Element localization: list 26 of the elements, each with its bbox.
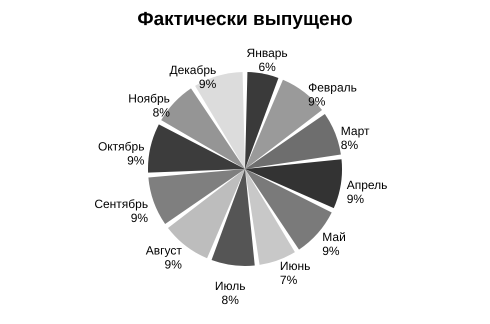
slice-label: Декабрь xyxy=(169,63,216,78)
slice-label: Март xyxy=(340,124,370,138)
slice-label: Июль xyxy=(214,279,246,294)
slice-label: Октябрь xyxy=(98,140,144,154)
data-label: 9% xyxy=(164,257,182,272)
data-label: 9% xyxy=(308,94,326,109)
slice-label: Ноябрь xyxy=(128,91,170,106)
data-label: 8% xyxy=(340,138,358,152)
slice-label: Январь xyxy=(246,46,288,60)
data-label: 9% xyxy=(198,77,217,92)
data-label: 9% xyxy=(127,154,145,168)
slice-label: Июнь xyxy=(280,258,310,273)
data-label: 6% xyxy=(258,60,276,74)
data-label: 9% xyxy=(346,192,364,206)
pie-slice xyxy=(245,159,342,208)
data-label: 9% xyxy=(322,244,340,258)
slice-label: Февраль xyxy=(308,80,357,95)
slice-label: Апрель xyxy=(346,178,388,192)
data-label: 7% xyxy=(280,272,298,287)
data-label: 8% xyxy=(152,105,170,120)
data-label: 9% xyxy=(130,210,148,225)
data-label: 8% xyxy=(222,293,240,308)
slice-label: Август xyxy=(146,243,182,258)
chart-title: Фактически выпущено xyxy=(137,9,353,30)
slice-label: Май xyxy=(322,230,346,244)
slice-label: Сентябрь xyxy=(94,196,148,211)
